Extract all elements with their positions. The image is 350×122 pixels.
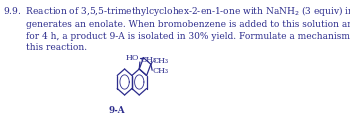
Text: CH₃: CH₃ <box>152 57 168 65</box>
Text: CH₃: CH₃ <box>141 56 157 64</box>
Text: HO: HO <box>126 54 140 62</box>
Text: CH₃: CH₃ <box>152 67 168 75</box>
Text: 9.9.  Reaction of 3,5,5-trimethylcyclohex-2-en-1-one with NaNH$_2$ (3 equiv) in : 9.9. Reaction of 3,5,5-trimethylcyclohex… <box>2 4 350 52</box>
Text: 9-A: 9-A <box>109 106 125 115</box>
